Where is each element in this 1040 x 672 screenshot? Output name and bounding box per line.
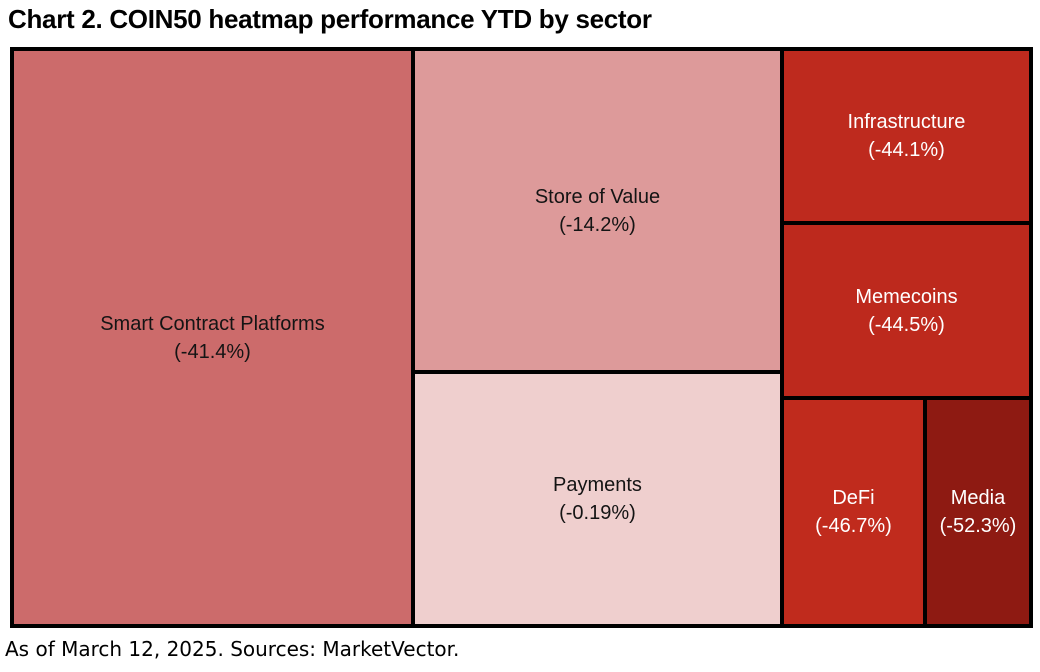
- tile-performance-value: (-46.7%): [815, 515, 892, 537]
- tile-sector-label: Memecoins: [855, 285, 958, 308]
- tile-sector-label: Store of Value: [534, 185, 661, 208]
- tile-sector-label: Smart Contract Platforms: [100, 312, 325, 335]
- treemap-tile-smart-contract-platforms: Smart Contract Platforms (-41.4%): [12, 49, 413, 626]
- tile-performance-value: (-44.5%): [868, 313, 945, 336]
- source-footnote: As of March 12, 2025. Sources: MarketVec…: [5, 637, 460, 661]
- treemap-tile-payments: Payments (-0.19%): [412, 372, 782, 626]
- treemap-tile-memecoins: Memecoins (-44.5%): [781, 223, 1031, 399]
- tile-sector-label: Payments: [552, 473, 642, 496]
- treemap-tile-store-of-value: Store of Value (-14.2%): [412, 49, 782, 372]
- treemap-tile-infrastructure: Infrastructure (-44.1%): [781, 49, 1031, 224]
- tile-performance-value: (-44.1%): [868, 139, 945, 161]
- tile-performance-value: (-14.2%): [559, 213, 636, 236]
- tile-performance-value: (-41.4%): [174, 340, 251, 363]
- chart-title: Chart 2. COIN50 heatmap performance YTD …: [8, 4, 652, 34]
- treemap-chart: Smart Contract Platforms (-41.4%) Store of…: [10, 47, 1033, 628]
- tile-performance-value: (-52.3%): [939, 515, 1017, 537]
- treemap-tile-media: Media (-52.3%): [925, 398, 1031, 626]
- tile-performance-value: (-0.19%): [559, 501, 636, 524]
- tile-sector-label: Infrastructure: [847, 111, 966, 133]
- tile-sector-label: DeFi: [832, 487, 875, 509]
- treemap-tile-defi: DeFi (-46.7%): [781, 398, 926, 626]
- tile-sector-label: Media: [950, 487, 1006, 509]
